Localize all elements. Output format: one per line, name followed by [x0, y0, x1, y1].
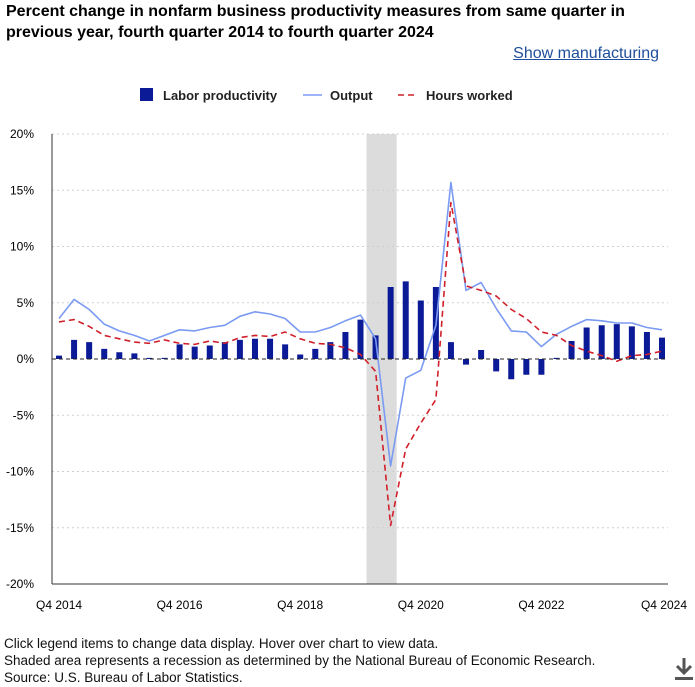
bar-labor-productivity[interactable]	[478, 350, 485, 359]
bar-labor-productivity[interactable]	[613, 324, 620, 359]
line-output[interactable]	[58, 181, 663, 467]
bar-labor-productivity[interactable]	[251, 338, 258, 359]
legend-swatch-labor-productivity	[140, 88, 153, 101]
bar-labor-productivity[interactable]	[493, 359, 500, 372]
bar-labor-productivity[interactable]	[146, 357, 153, 359]
line-hours-worked[interactable]	[58, 201, 663, 527]
bar-labor-productivity[interactable]	[553, 357, 560, 359]
x-tick-label: Q4 2016	[157, 598, 203, 612]
bar-labor-productivity[interactable]	[86, 342, 93, 359]
y-tick-label: 10%	[10, 240, 34, 254]
bar-labor-productivity[interactable]	[387, 287, 394, 359]
bar-labor-productivity[interactable]	[342, 332, 349, 359]
y-tick-label: -15%	[6, 521, 34, 535]
bar-labor-productivity[interactable]	[463, 359, 470, 365]
bar-labor-productivity[interactable]	[297, 354, 304, 360]
note-source: Source: U.S. Bureau of Labor Statistics.	[4, 670, 243, 685]
chart-notes: Click legend items to change data displa…	[4, 635, 595, 686]
bar-labor-productivity[interactable]	[116, 352, 123, 359]
y-tick-label: 20%	[10, 127, 34, 141]
bar-labor-productivity[interactable]	[508, 359, 515, 380]
bar-labor-productivity[interactable]	[643, 332, 650, 359]
bar-labor-productivity[interactable]	[538, 359, 545, 375]
bar-labor-productivity[interactable]	[583, 327, 590, 360]
y-tick-label: 0%	[17, 352, 35, 366]
y-tick-label: -10%	[6, 465, 34, 479]
bar-labor-productivity[interactable]	[161, 357, 168, 359]
x-tick-label: Q4 2020	[398, 598, 444, 612]
bar-labor-productivity[interactable]	[417, 300, 424, 360]
note-legend-help: Click legend items to change data displa…	[4, 636, 439, 651]
legend-label-hours-worked: Hours worked	[426, 88, 513, 103]
bar-labor-productivity[interactable]	[71, 339, 78, 359]
y-tick-label: 5%	[17, 296, 35, 310]
x-tick-label: Q4 2022	[518, 598, 564, 612]
show-manufacturing-link[interactable]: Show manufacturing	[513, 45, 659, 62]
y-tick-label: 15%	[10, 183, 34, 197]
bar-labor-productivity[interactable]	[628, 326, 635, 359]
legend-item-labor-productivity[interactable]: Labor productivity	[140, 88, 278, 103]
bar-labor-productivity[interactable]	[191, 346, 198, 359]
bar-labor-productivity[interactable]	[267, 338, 274, 359]
y-tick-label: -20%	[6, 577, 34, 591]
bar-labor-productivity[interactable]	[447, 342, 454, 359]
bar-labor-productivity[interactable]	[101, 348, 108, 359]
bar-labor-productivity[interactable]	[659, 337, 665, 359]
bar-labor-productivity[interactable]	[598, 325, 605, 359]
note-recession: Shaded area represents a recession as de…	[4, 653, 596, 668]
y-tick-label: -5%	[13, 408, 35, 422]
legend-item-output[interactable]: Output	[303, 88, 373, 103]
legend-item-hours-worked[interactable]: Hours worked	[398, 88, 513, 103]
bar-labor-productivity[interactable]	[327, 342, 334, 359]
bar-labor-productivity[interactable]	[56, 355, 62, 359]
legend-label-output: Output	[330, 88, 373, 103]
bar-labor-productivity[interactable]	[236, 339, 243, 359]
x-tick-label: Q4 2018	[277, 598, 323, 612]
bar-labor-productivity[interactable]	[206, 345, 213, 360]
bar-labor-productivity[interactable]	[402, 281, 409, 359]
bar-labor-productivity[interactable]	[221, 342, 228, 359]
chart[interactable]: 20% 15% 10% 5% 0% -5% -10% -15% -20% Q4 2014 Q4 2…	[0, 0, 695, 630]
x-tick-label: Q4 2014	[36, 598, 82, 612]
bar-labor-productivity[interactable]	[523, 359, 530, 375]
bar-labor-productivity[interactable]	[568, 341, 575, 359]
bar-labor-productivity[interactable]	[282, 344, 289, 359]
bar-labor-productivity[interactable]	[176, 344, 183, 359]
chart-title: Percent change in nonfarm business produ…	[6, 3, 625, 41]
legend-label-labor-productivity: Labor productivity	[163, 88, 278, 103]
download-icon[interactable]	[674, 656, 694, 682]
bar-labor-productivity[interactable]	[312, 348, 319, 359]
bar-labor-productivity[interactable]	[357, 319, 364, 359]
bar-labor-productivity[interactable]	[372, 335, 379, 359]
bar-labor-productivity[interactable]	[131, 353, 138, 359]
x-tick-label: Q4 2024	[641, 598, 687, 612]
